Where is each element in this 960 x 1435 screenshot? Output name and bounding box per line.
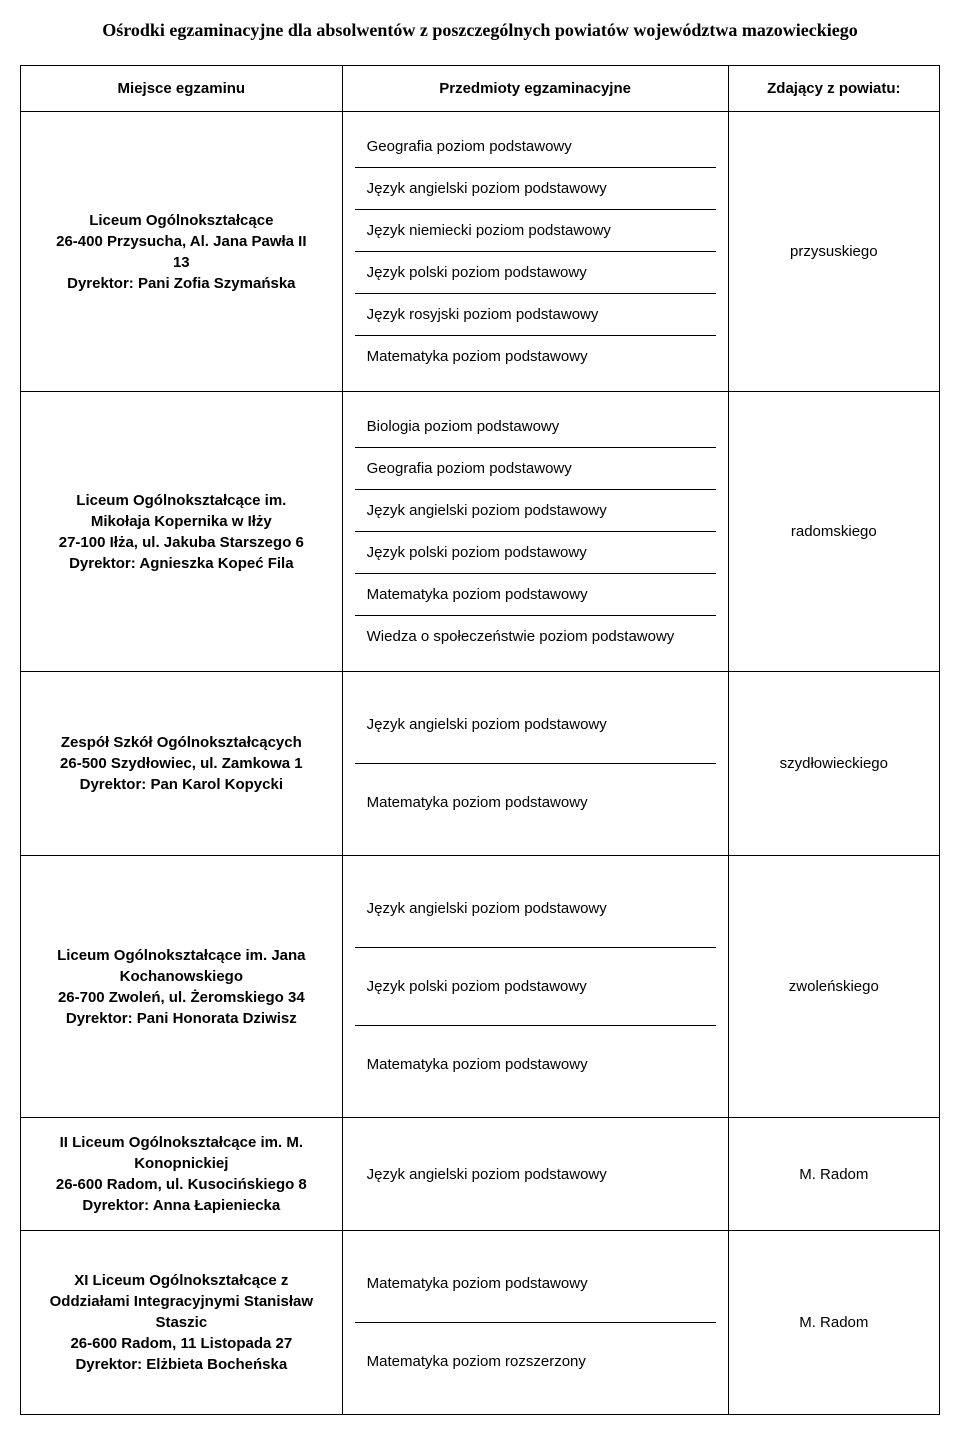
subject-item: Geografia poziom podstawowy <box>355 447 716 489</box>
subject-item: Język angielski poziom podstawowy <box>355 167 716 209</box>
place-line: Liceum Ogólnokształcące im. <box>33 490 330 511</box>
table-row: II Liceum Ogólnokształcące im. M. Konopn… <box>21 1118 940 1231</box>
place-line: Dyrektor: Elżbieta Bocheńska <box>33 1354 330 1375</box>
cell-subjects: Język angielski poziom podstawowy Matema… <box>342 672 728 856</box>
place-line: Liceum Ogólnokształcące im. Jana <box>33 945 330 966</box>
place-line: 26-600 Radom, ul. Kusocińskiego 8 <box>33 1174 330 1195</box>
place-line: Mikołaja Kopernika w Iłży <box>33 511 330 532</box>
subject-item: Język angielski poziom podstawowy <box>355 489 716 531</box>
subject-item: Język niemiecki poziom podstawowy <box>355 209 716 251</box>
cell-subjects: Biologia poziom podstawowy Geografia poz… <box>342 392 728 672</box>
table-row: Zespół Szkół Ogólnokształcących 26-500 S… <box>21 672 940 856</box>
subject-item: Język angielski poziom podstawowy <box>355 686 716 763</box>
place-line: 26-400 Przysucha, Al. Jana Pawła II <box>33 231 330 252</box>
cell-subjects: Język angielski poziom podstawowy Język … <box>342 856 728 1118</box>
place-line: 27-100 Iłża, ul. Jakuba Starszego 6 <box>33 532 330 553</box>
exam-centers-table: Miejsce egzaminu Przedmioty egzaminacyjn… <box>20 65 940 1415</box>
place-line: XI Liceum Ogólnokształcące z <box>33 1270 330 1291</box>
header-subjects: Przedmioty egzaminacyjne <box>342 66 728 112</box>
place-line: Konopnickiej <box>33 1153 330 1174</box>
cell-region: zwoleńskiego <box>728 856 939 1118</box>
place-line: Staszic <box>33 1312 330 1333</box>
place-line: 26-700 Zwoleń, ul. Żeromskiego 34 <box>33 987 330 1008</box>
cell-place: Liceum Ogólnokształcące im. Jana Kochano… <box>21 856 343 1118</box>
cell-region: M. Radom <box>728 1118 939 1231</box>
table-row: Liceum Ogólnokształcące im. Jana Kochano… <box>21 856 940 1118</box>
cell-place: II Liceum Ogólnokształcące im. M. Konopn… <box>21 1118 343 1231</box>
place-line: Oddziałami Integracyjnymi Stanisław <box>33 1291 330 1312</box>
place-line: Dyrektor: Pani Honorata Dziwisz <box>33 1008 330 1029</box>
place-line: 26-500 Szydłowiec, ul. Zamkowa 1 <box>33 753 330 774</box>
subject-item: Język polski poziom podstawowy <box>355 531 716 573</box>
place-line: Dyrektor: Agnieszka Kopeć Fila <box>33 553 330 574</box>
cell-region: radomskiego <box>728 392 939 672</box>
subject-item: Język polski poziom podstawowy <box>355 947 716 1025</box>
place-line: 13 <box>33 252 330 273</box>
subject-item: Matematyka poziom podstawowy <box>355 1245 716 1322</box>
cell-subjects: Matematyka poziom podstawowy Matematyka … <box>342 1231 728 1415</box>
place-line: Dyrektor: Anna Łapieniecka <box>33 1195 330 1216</box>
subject-item: Matematyka poziom podstawowy <box>355 335 716 377</box>
place-line: 26-600 Radom, 11 Listopada 27 <box>33 1333 330 1354</box>
place-line: Dyrektor: Pani Zofia Szymańska <box>33 273 330 294</box>
table-row: Liceum Ogólnokształcące 26-400 Przysucha… <box>21 112 940 392</box>
page-title: Ośrodki egzaminacyjne dla absolwentów z … <box>20 20 940 41</box>
place-line: Liceum Ogólnokształcące <box>33 210 330 231</box>
place-line: Dyrektor: Pan Karol Kopycki <box>33 774 330 795</box>
table-header-row: Miejsce egzaminu Przedmioty egzaminacyjn… <box>21 66 940 112</box>
cell-place: Zespół Szkół Ogólnokształcących 26-500 S… <box>21 672 343 856</box>
cell-region: przysuskiego <box>728 112 939 392</box>
subject-item: Geografia poziom podstawowy <box>355 126 716 167</box>
place-line: Kochanowskiego <box>33 966 330 987</box>
subject-item: Matematyka poziom podstawowy <box>355 763 716 841</box>
cell-place: Liceum Ogólnokształcące 26-400 Przysucha… <box>21 112 343 392</box>
subject-item: Biologia poziom podstawowy <box>355 406 716 447</box>
cell-region: M. Radom <box>728 1231 939 1415</box>
table-row: XI Liceum Ogólnokształcące z Oddziałami … <box>21 1231 940 1415</box>
cell-place: XI Liceum Ogólnokształcące z Oddziałami … <box>21 1231 343 1415</box>
subject-item: Język rosyjski poziom podstawowy <box>355 293 716 335</box>
cell-subjects: Geografia poziom podstawowy Język angiel… <box>342 112 728 392</box>
subject-item: Matematyka poziom podstawowy <box>355 1025 716 1103</box>
place-line: Zespół Szkół Ogólnokształcących <box>33 732 330 753</box>
cell-place: Liceum Ogólnokształcące im. Mikołaja Kop… <box>21 392 343 672</box>
subject-item: Matematyka poziom podstawowy <box>355 573 716 615</box>
table-row: Liceum Ogólnokształcące im. Mikołaja Kop… <box>21 392 940 672</box>
subject-item: Język angielski poziom podstawowy <box>355 1136 716 1213</box>
subject-item: Matematyka poziom rozszerzony <box>355 1322 716 1400</box>
cell-subjects: Język angielski poziom podstawowy <box>342 1118 728 1231</box>
subject-item: Język angielski poziom podstawowy <box>355 870 716 947</box>
subject-item: Język polski poziom podstawowy <box>355 251 716 293</box>
header-place: Miejsce egzaminu <box>21 66 343 112</box>
subject-item: Wiedza o społeczeństwie poziom podstawow… <box>355 615 716 657</box>
header-region: Zdający z powiatu: <box>728 66 939 112</box>
cell-region: szydłowieckiego <box>728 672 939 856</box>
place-line: II Liceum Ogólnokształcące im. M. <box>33 1132 330 1153</box>
